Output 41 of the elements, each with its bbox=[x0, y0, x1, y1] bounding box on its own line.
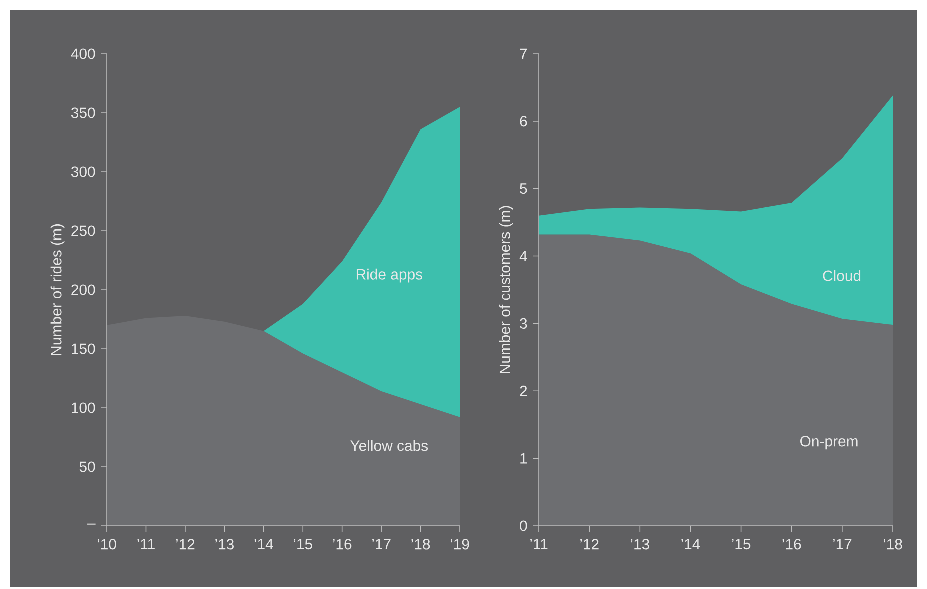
y-tick-label: 4 bbox=[520, 251, 528, 262]
x-tick-label: ’16 bbox=[333, 539, 352, 550]
y-tick-label: – bbox=[88, 524, 96, 525]
x-tick-label: ’18 bbox=[412, 539, 430, 550]
series-label: Ride apps bbox=[356, 268, 422, 283]
x-tick-label: ’15 bbox=[294, 539, 312, 550]
y-tick-label: 3 bbox=[520, 318, 528, 329]
y-tick-label: 150 bbox=[72, 344, 96, 354]
y-tick-label: 50 bbox=[80, 462, 96, 472]
y-axis-title: Number of customers (m) bbox=[499, 206, 514, 374]
y-tick-label: 350 bbox=[71, 108, 96, 118]
x-tick-label: ’11 bbox=[530, 539, 548, 550]
y-tick-label: 0 bbox=[520, 520, 528, 532]
y-tick-label: 400 bbox=[71, 48, 96, 60]
x-tick-label: ’14 bbox=[682, 539, 700, 550]
x-tick-label: ’19 bbox=[450, 539, 470, 550]
x-tick-label: ’15 bbox=[732, 539, 751, 550]
x-tick-label: ’11 bbox=[138, 539, 155, 550]
x-tick-label: ’13 bbox=[631, 539, 650, 550]
x-tick-label: ’12 bbox=[580, 539, 599, 550]
y-tick-label: 7 bbox=[520, 48, 528, 60]
y-tick-label: 100 bbox=[72, 402, 96, 414]
y-tick-label: 5 bbox=[520, 184, 528, 194]
y-tick-label: 200 bbox=[72, 284, 96, 296]
y-axis-title: Number of rides (m) bbox=[50, 224, 65, 356]
x-tick-label: ’13 bbox=[216, 539, 234, 550]
x-tick-label: ’17 bbox=[372, 539, 391, 550]
y-tick-label: 300 bbox=[71, 166, 96, 178]
series-label: Yellow cabs bbox=[350, 440, 428, 452]
x-tick-label: ’18 bbox=[884, 539, 902, 550]
x-tick-label: ’14 bbox=[254, 539, 274, 550]
series-label: On-prem bbox=[800, 436, 858, 450]
x-tick-label: ’16 bbox=[782, 539, 802, 550]
y-tick-label: 6 bbox=[520, 116, 528, 127]
y-tick-label: 2 bbox=[520, 386, 528, 396]
series-label: Cloud bbox=[823, 270, 861, 282]
y-tick-label: 1 bbox=[520, 453, 528, 464]
x-tick-label: ’10 bbox=[98, 539, 116, 550]
y-tick-label: 250 bbox=[72, 226, 96, 236]
x-tick-label: ’17 bbox=[833, 539, 852, 550]
x-tick-label: ’12 bbox=[176, 539, 195, 550]
